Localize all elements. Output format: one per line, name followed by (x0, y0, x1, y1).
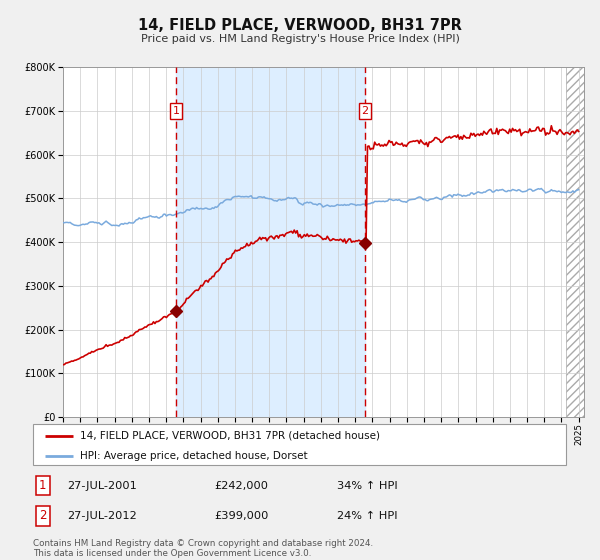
Text: 1: 1 (172, 106, 179, 116)
Text: 24% ↑ HPI: 24% ↑ HPI (337, 511, 397, 521)
FancyBboxPatch shape (33, 424, 566, 465)
Text: 27-JUL-2012: 27-JUL-2012 (68, 511, 137, 521)
Text: 27-JUL-2001: 27-JUL-2001 (68, 480, 137, 491)
Text: 2: 2 (361, 106, 368, 116)
Text: 2: 2 (39, 510, 46, 522)
Text: 1: 1 (39, 479, 46, 492)
Text: £242,000: £242,000 (214, 480, 268, 491)
Text: 14, FIELD PLACE, VERWOOD, BH31 7PR: 14, FIELD PLACE, VERWOOD, BH31 7PR (138, 18, 462, 34)
Text: HPI: Average price, detached house, Dorset: HPI: Average price, detached house, Dors… (80, 451, 308, 461)
Text: 34% ↑ HPI: 34% ↑ HPI (337, 480, 397, 491)
Text: Price paid vs. HM Land Registry's House Price Index (HPI): Price paid vs. HM Land Registry's House … (140, 34, 460, 44)
Text: £399,000: £399,000 (214, 511, 269, 521)
Bar (566, 67, 584, 417)
Text: 14, FIELD PLACE, VERWOOD, BH31 7PR (detached house): 14, FIELD PLACE, VERWOOD, BH31 7PR (deta… (80, 431, 380, 441)
Text: Contains HM Land Registry data © Crown copyright and database right 2024.
This d: Contains HM Land Registry data © Crown c… (33, 539, 373, 558)
Bar (176, 67, 365, 417)
